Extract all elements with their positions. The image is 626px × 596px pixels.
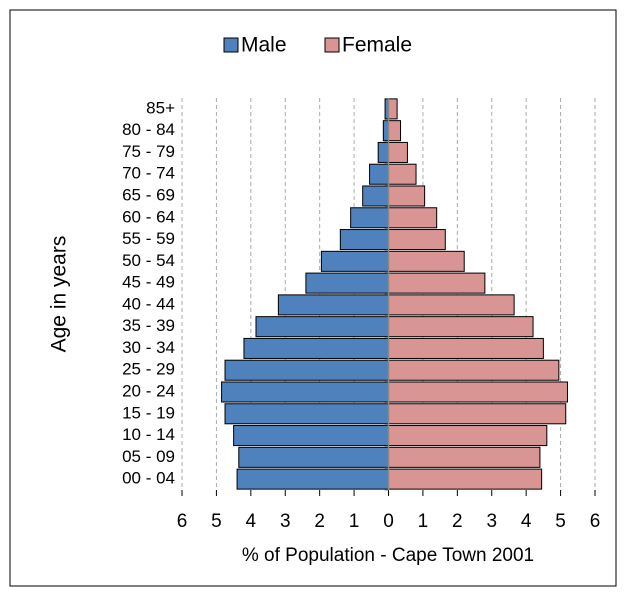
bar — [305, 272, 389, 294]
y-tick-label: 00 - 04 — [122, 469, 175, 488]
y-tick-label: 20 - 24 — [122, 381, 175, 400]
y-tick-label: 75 - 79 — [122, 142, 175, 161]
legend-label: Female — [342, 34, 412, 57]
legend-swatch — [223, 37, 239, 53]
bar — [388, 468, 543, 490]
y-tick-label: 50 - 54 — [122, 251, 175, 270]
y-tick-label: 70 - 74 — [122, 164, 175, 183]
bar — [388, 381, 568, 403]
legend-label: Male — [241, 34, 287, 57]
x-tick-label: 2 — [452, 511, 463, 532]
x-tick-label: 6 — [590, 511, 601, 532]
y-tick-label: 40 - 44 — [122, 294, 175, 313]
bar — [382, 120, 389, 142]
bar — [388, 294, 515, 316]
y-tick-label: 35 - 39 — [122, 316, 175, 335]
bar — [388, 337, 544, 359]
x-tick-label: 1 — [418, 511, 429, 532]
x-tick-label: 4 — [521, 511, 532, 532]
x-tick-label: 5 — [211, 511, 222, 532]
bar — [388, 98, 398, 120]
x-tick-label: 3 — [280, 511, 291, 532]
x-tick-label: 2 — [314, 511, 325, 532]
bar — [388, 359, 560, 381]
bar — [362, 185, 389, 207]
bar — [255, 316, 389, 338]
y-tick-label: 30 - 34 — [122, 338, 175, 357]
bar — [236, 468, 389, 490]
bar — [369, 163, 389, 185]
x-tick-label: 4 — [246, 511, 257, 532]
bar — [233, 425, 389, 447]
bar — [388, 163, 417, 185]
y-tick-label: 80 - 84 — [122, 120, 175, 139]
bar — [221, 381, 389, 403]
legend-swatch — [324, 37, 340, 53]
bar — [388, 446, 541, 468]
bar — [277, 294, 389, 316]
bar — [388, 250, 465, 272]
y-tick-label: 45 - 49 — [122, 273, 175, 292]
y-tick-label: 05 - 09 — [122, 447, 175, 466]
y-tick-label: 85+ — [146, 98, 175, 117]
y-tick-label: 60 - 64 — [122, 207, 175, 226]
y-axis-title: Age in years — [48, 236, 71, 353]
bar — [388, 425, 548, 447]
bar — [238, 446, 389, 468]
x-tick-label: 5 — [555, 511, 566, 532]
y-tick-label: 55 - 59 — [122, 229, 175, 248]
x-tick-label: 3 — [486, 511, 497, 532]
bar — [388, 120, 402, 142]
bar — [388, 316, 534, 338]
bar — [224, 359, 389, 381]
x-tick-label: 0 — [383, 511, 394, 532]
x-axis-title: % of Population - Cape Town 2001 — [242, 545, 534, 566]
bar — [350, 207, 389, 229]
y-tick-label: 65 - 69 — [122, 185, 175, 204]
bar — [224, 403, 389, 425]
bar — [388, 185, 426, 207]
bar — [388, 141, 408, 163]
bar — [320, 250, 390, 272]
y-tick-label: 10 - 14 — [122, 425, 175, 444]
y-tick-label: 15 - 19 — [122, 403, 175, 422]
x-tick-label: 1 — [349, 511, 360, 532]
bar — [388, 229, 446, 251]
bar — [243, 337, 389, 359]
x-tick-label: 6 — [177, 511, 188, 532]
bar — [339, 229, 390, 251]
bar — [388, 403, 567, 425]
bar — [388, 272, 486, 294]
bar — [377, 141, 389, 163]
y-tick-label: 25 - 29 — [122, 360, 175, 379]
bar — [388, 207, 438, 229]
